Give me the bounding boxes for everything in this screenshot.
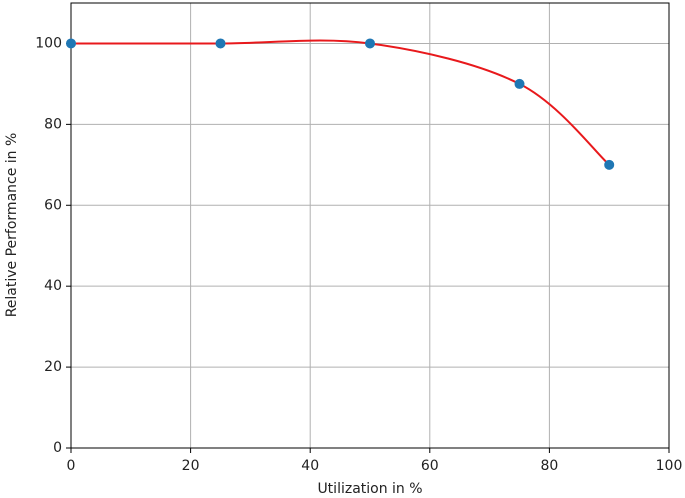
- x-tick-label: 100: [656, 458, 683, 474]
- y-tick-label: 20: [44, 359, 62, 375]
- x-tick-label: 20: [182, 458, 200, 474]
- x-tick-label: 80: [540, 458, 558, 474]
- y-tick-label: 40: [44, 278, 62, 294]
- x-tick-label: 0: [67, 458, 76, 474]
- point: [66, 38, 76, 49]
- y-tick-label: 80: [44, 116, 62, 132]
- y-tick-label: 100: [35, 35, 62, 51]
- x-tick-label: 40: [301, 458, 319, 474]
- x-axis-label: Utilization in %: [317, 481, 422, 497]
- y-axis-label: Relative Performance in %: [4, 133, 20, 318]
- y-tick-label: 0: [53, 440, 62, 456]
- x-tick-label: 60: [421, 458, 439, 474]
- point: [604, 159, 615, 170]
- point: [365, 38, 375, 49]
- curve: [71, 39, 610, 166]
- plot-frame: [70, 2, 670, 449]
- y-tick-label: 60: [44, 197, 62, 213]
- point: [215, 38, 226, 49]
- point: [514, 78, 525, 89]
